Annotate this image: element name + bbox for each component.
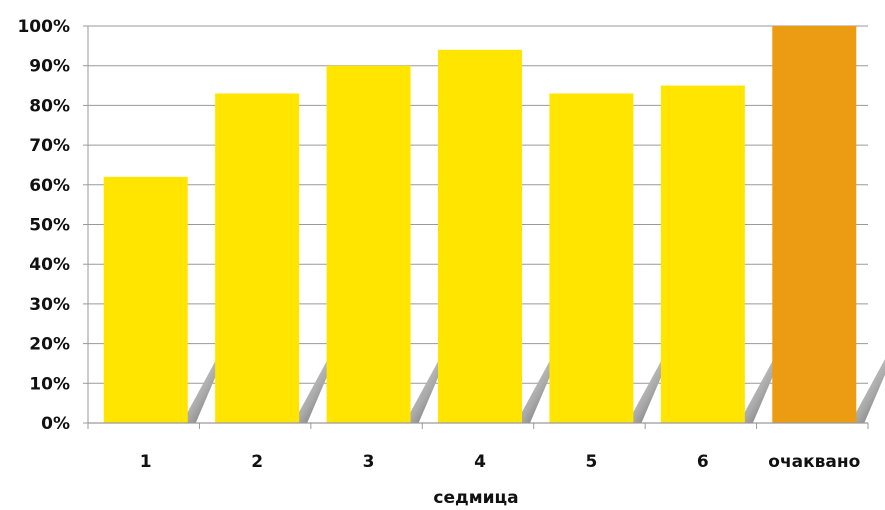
bar-expected (772, 26, 857, 423)
y-tick-label: 90% (29, 57, 70, 77)
bar-week-6 (660, 85, 745, 424)
y-tick-label: 30% (29, 295, 70, 315)
x-tick-labels: 1 2 3 4 5 6 очаквано (140, 452, 861, 472)
bar-week-4 (438, 49, 522, 423)
x-tick-label: 2 (251, 452, 263, 472)
bar-shadow (293, 353, 338, 423)
bar-shadow (516, 353, 560, 423)
axes (83, 25, 869, 429)
y-tick-label: 10% (29, 374, 70, 394)
y-tick-label: 70% (29, 136, 70, 156)
y-tick-label: 0% (41, 414, 70, 434)
y-tick-label: 50% (29, 216, 70, 236)
bar-week-5 (549, 93, 634, 424)
y-tick-label: 100% (17, 17, 70, 37)
bar-week-3 (326, 65, 411, 423)
y-tick-labels: 0% 10% 20% 30% 40% 50% 60% 70% 80% 90% 100% (17, 17, 70, 434)
x-tick-label: 4 (474, 452, 486, 472)
y-tick-label: 20% (29, 335, 70, 355)
x-tick-label: 3 (363, 452, 375, 472)
y-tick-label: 60% (29, 176, 70, 196)
x-tick-label: 1 (140, 452, 152, 472)
bar-shadows (181, 353, 885, 423)
bar-shadow (404, 353, 449, 423)
bar-shadow (850, 359, 885, 423)
y-tick-label: 80% (29, 96, 70, 116)
x-tick-label: 6 (697, 452, 709, 472)
x-axis-title: седмица (433, 488, 518, 508)
bar-shadow (738, 353, 783, 423)
x-tick-label: 5 (586, 452, 598, 472)
bars (103, 26, 857, 424)
bar-shadow (627, 353, 672, 423)
y-tick-label: 40% (29, 255, 70, 275)
x-tick-label: очаквано (768, 452, 860, 472)
bar-week-2 (215, 93, 300, 424)
bar-shadow (181, 353, 226, 423)
bar-week-1 (103, 176, 188, 423)
